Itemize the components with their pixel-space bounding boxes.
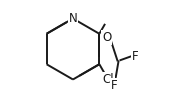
Text: O: O: [102, 31, 111, 44]
Text: Cl: Cl: [102, 73, 114, 86]
Text: N: N: [69, 12, 77, 25]
Text: F: F: [111, 79, 117, 92]
Text: F: F: [132, 50, 138, 63]
